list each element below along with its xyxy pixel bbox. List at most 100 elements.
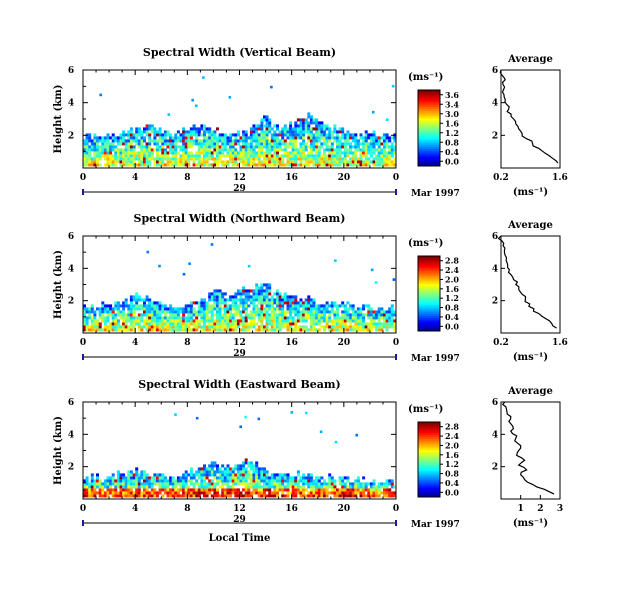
heatmap-cell: [307, 491, 311, 495]
heatmap-cell: [229, 488, 233, 492]
heatmap-cell: [268, 151, 272, 155]
heatmap-cell: [343, 145, 347, 149]
heatmap-cell: [166, 310, 170, 314]
heatmap-cell: [307, 310, 311, 314]
heatmap-cell: [182, 160, 186, 164]
heatmap-cell: [210, 139, 214, 143]
heatmap-cell: [263, 485, 266, 489]
colorbar: (ms⁻¹)2.82.42.01.61.20.80.40.0: [408, 238, 459, 332]
heatmap-cell: [323, 316, 326, 320]
heatmap-cell: [380, 136, 384, 140]
heatmap-cell: [122, 491, 126, 495]
heatmap-cell: [255, 479, 259, 483]
heatmap-cell: [85, 476, 89, 480]
heatmap-cell: [289, 160, 293, 164]
heatmap-cell: [307, 136, 311, 140]
heatmap-cell: [124, 482, 128, 486]
heatmap-cell: [135, 485, 139, 489]
heatmap-cell: [244, 157, 248, 161]
heatmap-cell: [328, 304, 332, 308]
heatmap-cell: [184, 160, 188, 164]
heatmap-cell: [294, 494, 298, 498]
heatmap-cell: [143, 139, 146, 143]
heatmap-cell: [317, 136, 321, 140]
heatmap-cell: [166, 325, 170, 329]
heatmap-cell: [276, 325, 279, 329]
heatmap-cell: [320, 313, 324, 317]
heatmap-cell: [169, 142, 173, 146]
heatmap-cell: [106, 160, 110, 164]
heatmap-cell: [163, 485, 167, 489]
heatmap-cell: [385, 485, 389, 489]
heatmap-cell: [231, 163, 235, 167]
heatmap-cell: [309, 301, 313, 305]
heatmap-cell: [257, 142, 261, 146]
heatmap-cell: [96, 328, 99, 332]
heatmap-cell: [132, 310, 136, 314]
heatmap-cell: [309, 151, 313, 155]
heatmap-cell: [294, 163, 298, 167]
heatmap-cell: [336, 139, 339, 143]
heatmap-cell: [359, 136, 363, 140]
heatmap-cell: [351, 163, 355, 167]
heatmap-cell: [231, 139, 235, 143]
heatmap-cell: [307, 151, 311, 155]
heatmap-cell: [268, 328, 272, 332]
average-y-tick-label: 2: [492, 131, 498, 141]
heatmap-cell: [197, 151, 201, 155]
heatmap-cell: [369, 482, 373, 486]
heatmap-cell: [96, 145, 99, 149]
heatmap-cell: [205, 316, 209, 320]
heatmap-cell: [236, 298, 240, 302]
heatmap-cell: [255, 157, 259, 161]
heatmap-cell: [135, 154, 139, 158]
heatmap-cell: [229, 148, 233, 152]
heatmap-cell: [197, 130, 201, 134]
heatmap-cell: [315, 476, 319, 480]
heatmap-cell: [174, 319, 178, 323]
heatmap-cell: [96, 139, 99, 143]
colorbar-cell: [418, 455, 440, 459]
heatmap-cell: [163, 328, 167, 332]
heatmap-cell: [252, 139, 256, 143]
heatmap-cell: [356, 313, 360, 317]
heatmap-cell: [176, 307, 180, 311]
heatmap-cell: [124, 494, 128, 498]
heatmap-cell: [356, 139, 360, 143]
heatmap-cell: [390, 325, 394, 329]
heatmap-cell: [265, 130, 269, 134]
heatmap-cell: [338, 491, 342, 495]
heatmap-cell: [346, 328, 350, 332]
heatmap-cell: [289, 485, 293, 489]
heatmap-cell: [216, 494, 219, 498]
heatmap-cell: [145, 482, 149, 486]
heatmap-cell: [320, 142, 324, 146]
heatmap-cell: [161, 473, 165, 477]
heatmap-cell: [189, 301, 193, 305]
heatmap-cell: [296, 316, 300, 320]
colorbar-cell: [418, 495, 440, 498]
heatmap-cell: [341, 151, 345, 155]
heatmap-cell: [260, 121, 264, 125]
heatmap-cell: [278, 154, 282, 158]
heatmap-cell: [93, 491, 97, 495]
heatmap-cell: [150, 322, 154, 326]
heatmap-cell: [189, 491, 193, 495]
heatmap-cell: [289, 491, 293, 495]
heatmap-cell: [210, 328, 214, 332]
heatmap-cell: [273, 491, 277, 495]
heatmap-cell: [299, 157, 303, 161]
heatmap-cell: [299, 154, 303, 158]
colorbar-cell: [418, 470, 440, 474]
heatmap-cell: [281, 307, 285, 311]
heatmap-cell: [289, 139, 293, 143]
heatmap-cell: [171, 142, 175, 146]
heatmap-cell: [231, 476, 235, 480]
heatmap-cell: [383, 485, 386, 489]
heatmap-cell: [150, 301, 154, 305]
heatmap-cell: [197, 476, 201, 480]
heatmap-cell: [234, 295, 238, 299]
heatmap-cell: [150, 151, 154, 155]
heatmap-cell: [216, 479, 219, 483]
